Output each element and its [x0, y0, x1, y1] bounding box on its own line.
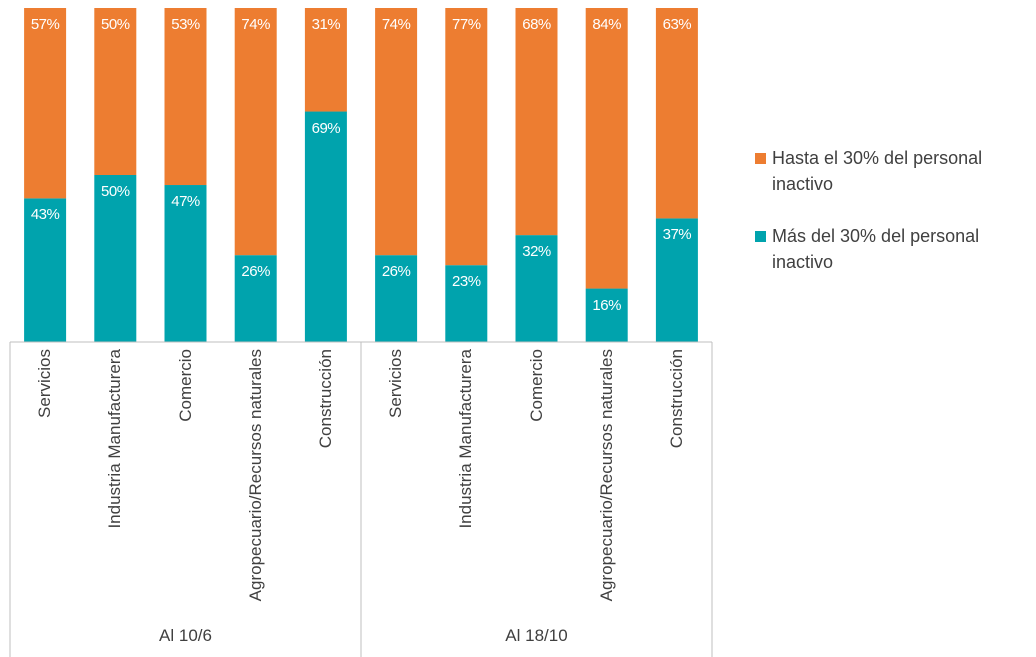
data-label: 23% [452, 273, 481, 291]
category-label: Construcción [666, 349, 686, 449]
data-label: 37% [662, 226, 692, 244]
bar-segment [94, 8, 137, 175]
bar-segment [164, 185, 207, 342]
data-label: 47% [171, 193, 200, 211]
category-label: Agropecuario/Recursos naturales [245, 349, 265, 602]
bar-segment [655, 218, 698, 342]
bar-segment [585, 8, 628, 289]
category-label: Comercio [526, 349, 546, 422]
group-label: Al 10/6 [159, 626, 212, 645]
data-label: 26% [241, 263, 270, 281]
data-label: 50% [101, 183, 130, 200]
category-label: Industria Manufacturera [105, 349, 125, 529]
group-label: Al 18/10 [505, 626, 568, 645]
data-label: 16% [592, 296, 621, 314]
data-label: 63% [662, 16, 692, 33]
bar-segment [234, 8, 277, 256]
bar-segment [445, 265, 488, 342]
bar-segment [304, 111, 347, 342]
legend-item: Más del 30% del personal inactivo [755, 223, 1030, 275]
category-label: Servicios [35, 349, 55, 418]
bar-segment [515, 8, 558, 236]
data-label: 77% [452, 16, 481, 33]
category-label: Industria Manufacturera [456, 349, 476, 529]
bar-segment [24, 8, 67, 199]
data-label: 74% [241, 16, 270, 33]
bar-segment [234, 255, 277, 342]
data-label: 68% [522, 16, 551, 33]
bar-segment [24, 198, 67, 342]
category-label: Servicios [386, 349, 406, 418]
bar-segment [585, 288, 628, 342]
data-label: 32% [522, 243, 551, 261]
data-label: 69% [311, 119, 341, 137]
data-label: 43% [30, 206, 60, 224]
data-label: 84% [592, 16, 621, 33]
data-label: 53% [171, 16, 200, 33]
category-label: Construcción [315, 349, 335, 449]
data-label: 50% [101, 16, 130, 33]
bar-segment [375, 255, 418, 342]
bar-segment [304, 8, 347, 112]
bar-segment [655, 8, 698, 219]
bar-segment [375, 8, 418, 256]
data-label: 74% [381, 16, 411, 33]
legend-label: Más del 30% del personal inactivo [772, 226, 980, 272]
legend-swatch [755, 153, 766, 164]
data-label: 57% [30, 16, 60, 33]
category-label: Comercio [175, 349, 195, 422]
legend-item: Hasta el 30% del personal inactivo [755, 145, 1030, 197]
legend-label: Hasta el 30% del personal inactivo [772, 148, 983, 194]
bar-segment [445, 8, 488, 266]
bar-segment [94, 175, 137, 342]
data-label: 31% [311, 16, 341, 33]
category-label: Agropecuario/Recursos naturales [596, 349, 616, 602]
data-label: 26% [381, 263, 411, 281]
bar-segment [515, 235, 558, 342]
bar-segment [164, 8, 207, 186]
legend-swatch [755, 231, 766, 242]
